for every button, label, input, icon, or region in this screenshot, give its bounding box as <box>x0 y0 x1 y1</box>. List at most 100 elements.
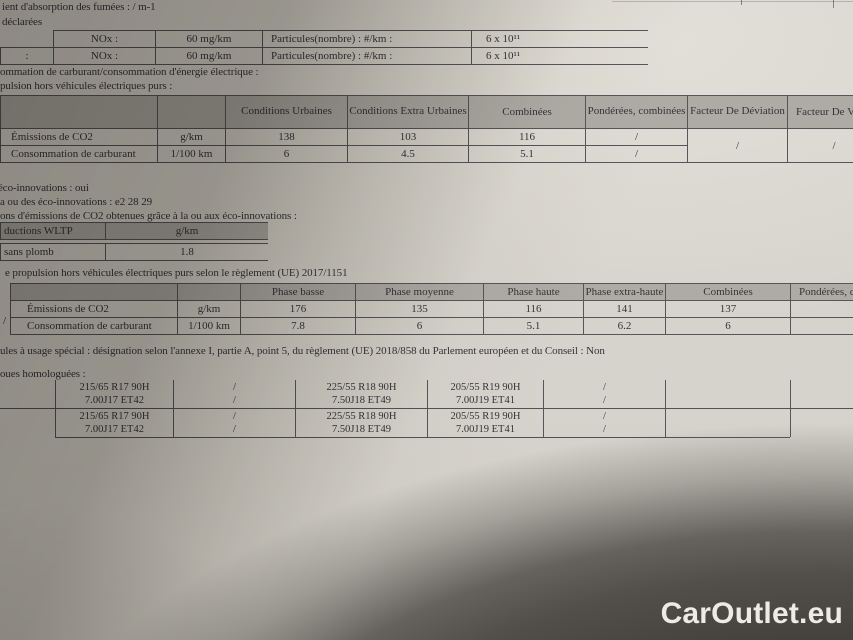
wltp-table: Phase basse Phase moyenne Phase haute Ph… <box>10 283 853 335</box>
tyre-size: 225/55 R18 90H <box>326 411 397 422</box>
wltp-co2-combinees: 137 <box>665 300 791 318</box>
nox-value-cell: 60 mg/km <box>155 47 263 65</box>
tyre-spec-empty: / / <box>174 381 295 407</box>
nedc-table: Conditions Urbaines Conditions Extra Urb… <box>0 95 853 163</box>
wltp-fuel-extra: 6.2 <box>583 317 666 335</box>
tyre-spec-empty: / / <box>544 410 665 436</box>
slash-mark: / <box>233 395 236 406</box>
slash-mark: / <box>603 395 606 406</box>
rim-spec: 7.00J19 ET41 <box>456 424 515 435</box>
slash-mark: / <box>603 382 606 393</box>
fuel-row-label: Consommation de carburant <box>0 145 158 163</box>
co2-unit: g/km <box>157 128 226 146</box>
wltp-co2-haute: 116 <box>483 300 584 318</box>
wltp-co2-basse: 176 <box>240 300 356 318</box>
co2-ponderees: / <box>585 128 688 146</box>
particles-value-cell: 6 x 10¹¹ <box>471 47 648 65</box>
tyre-spec: 205/55 R19 90H 7.00J19 ET41 <box>428 381 543 407</box>
declared-values-line: déclarées <box>2 16 43 28</box>
wltp-header-phase-extra: Phase extra-haute <box>583 283 666 301</box>
co2-row-label: Émissions de CO2 <box>0 128 158 146</box>
wltp-header-empty <box>177 283 241 301</box>
slash-mark: / <box>603 411 606 422</box>
fuel-ponderees: / <box>585 145 688 163</box>
nox-row: : NOx : 60 mg/km Particules(nombre) : #/… <box>0 47 648 65</box>
nedc-header-facteur-verification: Facteur De V <box>787 95 853 129</box>
nedc-header-extra-urbaines: Conditions Extra Urbaines <box>347 95 469 129</box>
wltp-header-empty <box>10 283 178 301</box>
wltp-fuel-label: Consommation de carburant <box>10 317 178 335</box>
wltp-reduction-header-table: ductions WLTP g/km <box>0 222 268 240</box>
tyre-spec: 205/55 R19 90H 7.00J19 ET41 <box>428 410 543 436</box>
nedc-header-combinees: Combinées <box>468 95 586 129</box>
wltp-fuel-combinees: 6 <box>665 317 791 335</box>
tyre-spec: 225/55 R18 90H 7.50J18 ET49 <box>296 410 427 436</box>
particles-label-cell: Particules(nombre) : #/km : <box>262 47 472 65</box>
nox-particles-table: NOx : 60 mg/km Particules(nombre) : #/km… <box>0 30 648 65</box>
nox-stub-cell: : <box>0 47 54 65</box>
reduction-row-label: sans plomb <box>0 243 106 261</box>
nedc-header-facteur-deviation: Facteur De Déviation <box>687 95 788 129</box>
tyre-size: 205/55 R19 90H <box>450 382 521 393</box>
wltp-co2-label: Émissions de CO2 <box>10 300 178 318</box>
particles-value-cell: 6 x 10¹¹ <box>471 30 648 48</box>
wltp-fuel-row: Consommation de carburant 1/100 km 7.8 6… <box>10 317 853 335</box>
top-edge-tick <box>741 0 742 5</box>
wltp-header-phase-haute: Phase haute <box>483 283 584 301</box>
wltp-fuel-haute: 5.1 <box>483 317 584 335</box>
nox-row: NOx : 60 mg/km Particules(nombre) : #/km… <box>0 30 648 48</box>
tyre-table-bottom-line <box>55 437 790 438</box>
wltp-header-phase-basse: Phase basse <box>240 283 356 301</box>
reduction-header-row: ductions WLTP g/km <box>0 222 268 240</box>
tyre-spec: 215/65 R17 90H 7.00J17 ET42 <box>56 381 173 407</box>
reduction-header-unit: g/km <box>105 222 268 240</box>
wltp-co2-ponderees <box>790 300 853 318</box>
eco-reduction-line: ons d'émissions de CO2 obtenues grâce à … <box>0 210 297 222</box>
watermark: CarOutlet.eu <box>660 597 843 630</box>
rim-spec: 7.00J17 ET42 <box>85 395 144 406</box>
slash-mark: / <box>603 424 606 435</box>
absorption-coefficient-line: ient d'absorption des fumées : / m-1 <box>2 1 156 13</box>
wltp-co2-moyenne: 135 <box>355 300 484 318</box>
tyre-size: 225/55 R18 90H <box>326 382 397 393</box>
tyre-spec-empty: / / <box>544 381 665 407</box>
wltp-header-row: Phase basse Phase moyenne Phase haute Ph… <box>10 283 853 301</box>
wheels-heading: oues homologuées : <box>0 368 86 380</box>
reduction-header-label: ductions WLTP <box>0 222 106 240</box>
facteur-deviation-value: / <box>687 128 788 163</box>
wltp-header-combinees: Combinées <box>665 283 791 301</box>
slash-mark: / <box>233 382 236 393</box>
fuel-unit: 1/100 km <box>157 145 226 163</box>
top-edge-line <box>612 1 853 2</box>
slash-mark: / <box>233 411 236 422</box>
tyre-table-mid-line <box>0 408 853 409</box>
tyre-size: 215/65 R17 90H <box>79 411 150 422</box>
top-edge-tick <box>833 0 834 8</box>
wltp-title-line: e propulsion hors véhicules électriques … <box>5 267 348 279</box>
eco-code-line: a ou des éco-innovations : e2 28 29 <box>0 196 152 208</box>
wltp-co2-row: Émissions de CO2 g/km 176 135 116 141 13… <box>10 300 853 318</box>
wltp-fuel-ponderees <box>790 317 853 335</box>
tyre-spec: 215/65 R17 90H 7.00J17 ET42 <box>56 410 173 436</box>
fuel-urbaines: 6 <box>225 145 348 163</box>
nedc-header-urbaines: Conditions Urbaines <box>225 95 348 129</box>
tyre-size: 215/65 R17 90H <box>79 382 150 393</box>
wltp-fuel-unit: 1/100 km <box>177 317 241 335</box>
nedc-header-empty <box>157 95 226 129</box>
nedc-co2-row: Émissions de CO2 g/km 138 103 116 / / / <box>0 128 853 163</box>
co2-combinees: 116 <box>468 128 586 146</box>
propulsion-heading: pulsion hors véhicules électriques purs … <box>0 80 173 92</box>
particles-label-cell: Particules(nombre) : #/km : <box>262 30 472 48</box>
special-purpose-line: ules à usage spécial : désignation selon… <box>0 345 605 357</box>
fuel-consumption-heading: ommation de carburant/consommation d'éne… <box>0 66 259 78</box>
nox-label-cell: NOx : <box>53 30 156 48</box>
reduction-row-value: 1.8 <box>105 243 268 261</box>
wltp-fuel-basse: 7.8 <box>240 317 356 335</box>
co2-extra: 103 <box>347 128 469 146</box>
rim-spec: 7.50J18 ET49 <box>332 395 391 406</box>
tyre-spec: 225/55 R18 90H 7.50J18 ET49 <box>296 381 427 407</box>
wltp-co2-unit: g/km <box>177 300 241 318</box>
nox-label-cell: NOx : <box>53 47 156 65</box>
nedc-header-empty <box>0 95 158 129</box>
